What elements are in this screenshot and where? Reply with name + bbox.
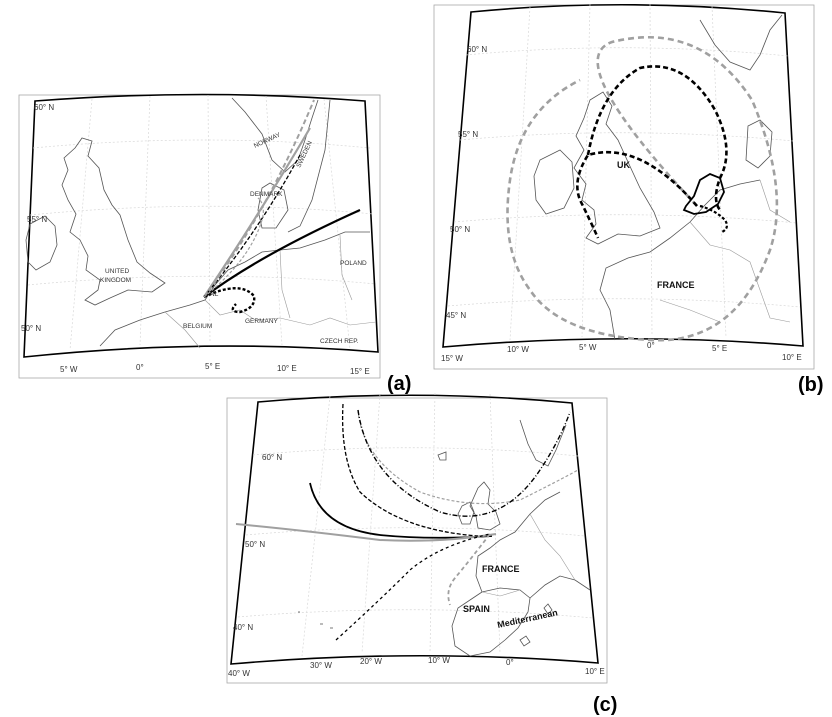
panel-a-lon-0: 0° bbox=[136, 363, 144, 372]
panel-b-region-france: FRANCE bbox=[657, 280, 695, 290]
panel-a-track-black-dotted bbox=[203, 287, 256, 314]
panel-b-borders bbox=[659, 179, 791, 323]
panel-b-netherlands-outline bbox=[682, 172, 725, 215]
panel-a-region-denmark: DENMARK bbox=[250, 191, 283, 198]
panel-b-lat-50: 50° N bbox=[450, 225, 470, 234]
panel-c-lat-40: 40° N bbox=[233, 623, 253, 632]
panel-a-label: (a) bbox=[387, 373, 411, 395]
panel-b-lat-55: 55° N bbox=[458, 130, 478, 139]
panel-b-envelope-gray-dashed bbox=[506, 35, 779, 342]
panel-c-outer-box bbox=[226, 397, 608, 684]
panel-a-region-poland: POLAND bbox=[340, 260, 367, 267]
panel-b-lon-10w: 10° W bbox=[507, 345, 529, 354]
panel-b-track-black-dashed-north bbox=[586, 65, 728, 211]
panel-a-lon-5e: 5° E bbox=[205, 362, 220, 371]
panel-a-lat-55: 55° N bbox=[27, 215, 47, 224]
panel-c-track-black-dotted-south bbox=[335, 533, 491, 641]
panel-a-region-czech: CZECH REP. bbox=[320, 338, 359, 345]
panel-c-lat-60: 60° N bbox=[262, 453, 282, 462]
panel-a-region-sweden: SWEDEN bbox=[295, 140, 314, 169]
panel-a-region-germany: GERMANY bbox=[245, 318, 279, 325]
panel-a-track-gray-solid bbox=[203, 127, 311, 298]
panel-b-graticule bbox=[447, 3, 801, 341]
panel-a-borders bbox=[164, 234, 377, 349]
panel-c-borders bbox=[481, 513, 576, 597]
panel-a: 60° N 55° N 50° N 5° W 0° 5° E 10° E 15°… bbox=[18, 93, 411, 395]
panel-b-track-black-dashed-west bbox=[576, 150, 698, 239]
panel-b-lon-0: 0° bbox=[647, 341, 655, 350]
panel-a-region-united: UNITED bbox=[105, 268, 130, 275]
panel-c: 60° N 50° N 40° N 40° W 30° W 20° W 10° … bbox=[226, 392, 617, 716]
panel-c-track-gray-solid bbox=[235, 523, 497, 542]
panel-a-lon-10e: 10° E bbox=[277, 364, 297, 373]
panel-a-coastlines bbox=[25, 97, 370, 347]
panel-b-trajectories bbox=[506, 35, 779, 342]
panel-c-label: (c) bbox=[593, 694, 617, 716]
panel-b-lon-10e: 10° E bbox=[782, 353, 802, 362]
panel-c-lat-50: 50° N bbox=[245, 540, 265, 549]
panel-a-lat-50: 50° N bbox=[21, 324, 41, 333]
panel-c-region-france: FRANCE bbox=[482, 564, 520, 574]
panel-c-lon-30w: 30° W bbox=[310, 661, 332, 670]
panel-a-region-norway: NORWAY bbox=[253, 131, 282, 150]
panel-a-track-black-solid bbox=[203, 208, 361, 298]
panel-a-lon-15e: 15° E bbox=[350, 367, 370, 376]
panel-b-lon-15w: 15° W bbox=[441, 354, 463, 363]
panel-b: 60° N 55° N 50° N 45° N 15° W 10° W 5° W… bbox=[433, 3, 824, 396]
panel-b-coastlines bbox=[533, 14, 783, 341]
panel-c-region-spain: SPAIN bbox=[463, 604, 490, 614]
panel-b-lon-5e: 5° E bbox=[712, 344, 727, 353]
panel-c-track-gray-dashed-south bbox=[447, 533, 491, 606]
panel-c-region-mediterranean: Mediterranean bbox=[496, 607, 558, 630]
panel-c-track-black-dashed-north bbox=[341, 403, 479, 537]
panel-c-lon-20w: 20° W bbox=[360, 657, 382, 666]
panel-c-track-black-dashdot bbox=[357, 409, 571, 517]
panel-c-track-gray-dashed-north bbox=[357, 409, 579, 505]
panel-c-track-black-solid bbox=[309, 482, 493, 539]
panel-a-lon-5w: 5° W bbox=[60, 365, 78, 374]
panel-c-lon-0: 0° bbox=[506, 658, 514, 667]
panel-c-lon-40w: 40° W bbox=[228, 669, 250, 678]
panel-b-lat-45: 45° N bbox=[446, 311, 466, 320]
panel-c-lon-10w: 10° W bbox=[428, 656, 450, 665]
panel-a-region-kingdom: KINGDOM bbox=[100, 277, 131, 284]
panel-a-map-frame bbox=[23, 93, 379, 358]
panel-c-trajectories bbox=[235, 403, 579, 641]
panel-b-lat-60: 60° N bbox=[467, 45, 487, 54]
panel-a-graticule bbox=[27, 94, 377, 351]
panel-b-map-frame bbox=[442, 3, 804, 348]
panel-b-label: (b) bbox=[798, 374, 824, 396]
panel-a-track-gray-dotted bbox=[203, 197, 264, 298]
panel-b-region-uk: UK bbox=[617, 160, 630, 170]
panel-a-region-belgium: BELGIUM bbox=[183, 323, 212, 330]
panel-c-coastlines bbox=[298, 419, 591, 657]
panel-a-trajectories bbox=[203, 99, 361, 314]
panel-a-region-nl: NL bbox=[210, 291, 219, 298]
panel-a-lat-60: 60° N bbox=[34, 103, 54, 112]
panel-c-map-frame bbox=[230, 394, 599, 665]
panel-c-lon-10e: 10° E bbox=[585, 667, 605, 676]
panel-c-graticule bbox=[237, 392, 594, 657]
panel-b-lon-5w: 5° W bbox=[579, 343, 597, 352]
panel-a-outer-box bbox=[18, 94, 381, 379]
panel-b-track-black-dotted bbox=[699, 204, 729, 233]
